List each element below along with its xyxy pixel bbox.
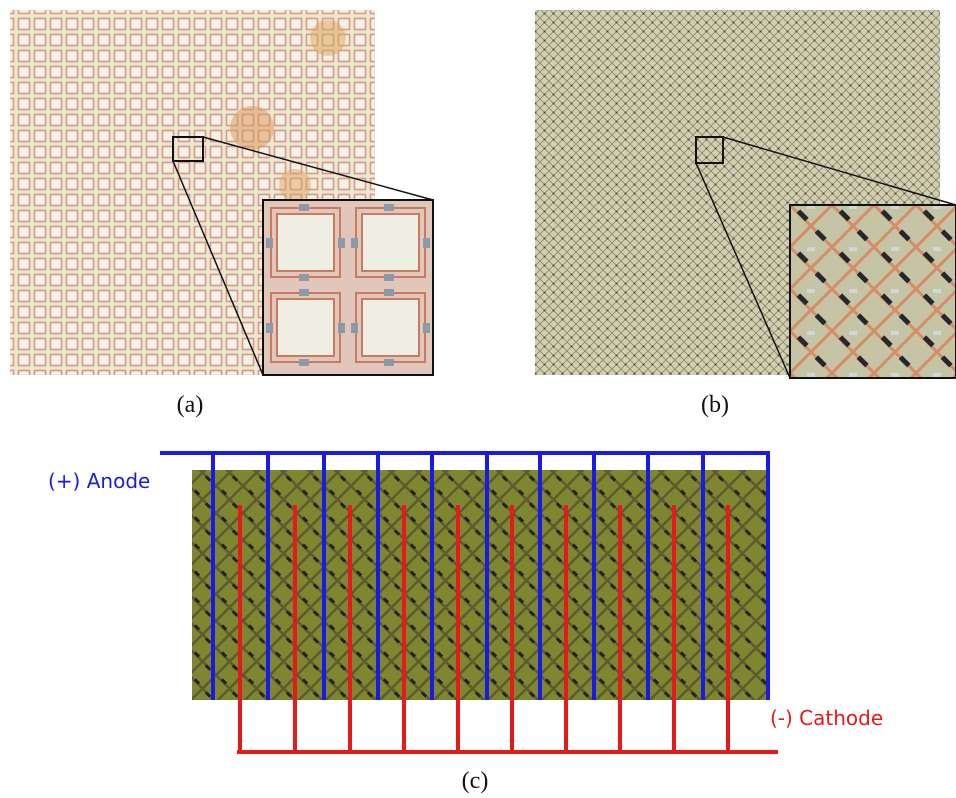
stain bbox=[230, 106, 274, 150]
panel-a: (a) bbox=[10, 10, 433, 418]
figure: (a) (b) (+) Anode (-) Cathode (c) bbox=[0, 0, 956, 798]
photo-c bbox=[192, 470, 768, 700]
cathode-label: (-) Cathode bbox=[770, 706, 883, 730]
caption: (b) bbox=[701, 392, 729, 418]
panel-c: (+) Anode (-) Cathode (c) bbox=[48, 453, 883, 794]
caption: (a) bbox=[177, 392, 204, 418]
inset-b bbox=[790, 205, 956, 378]
caption: (c) bbox=[462, 768, 489, 794]
anode-label: (+) Anode bbox=[48, 469, 150, 493]
inset-a bbox=[263, 200, 433, 375]
panel-b: (b) bbox=[535, 10, 956, 418]
stain bbox=[310, 20, 346, 56]
stain bbox=[279, 169, 311, 201]
